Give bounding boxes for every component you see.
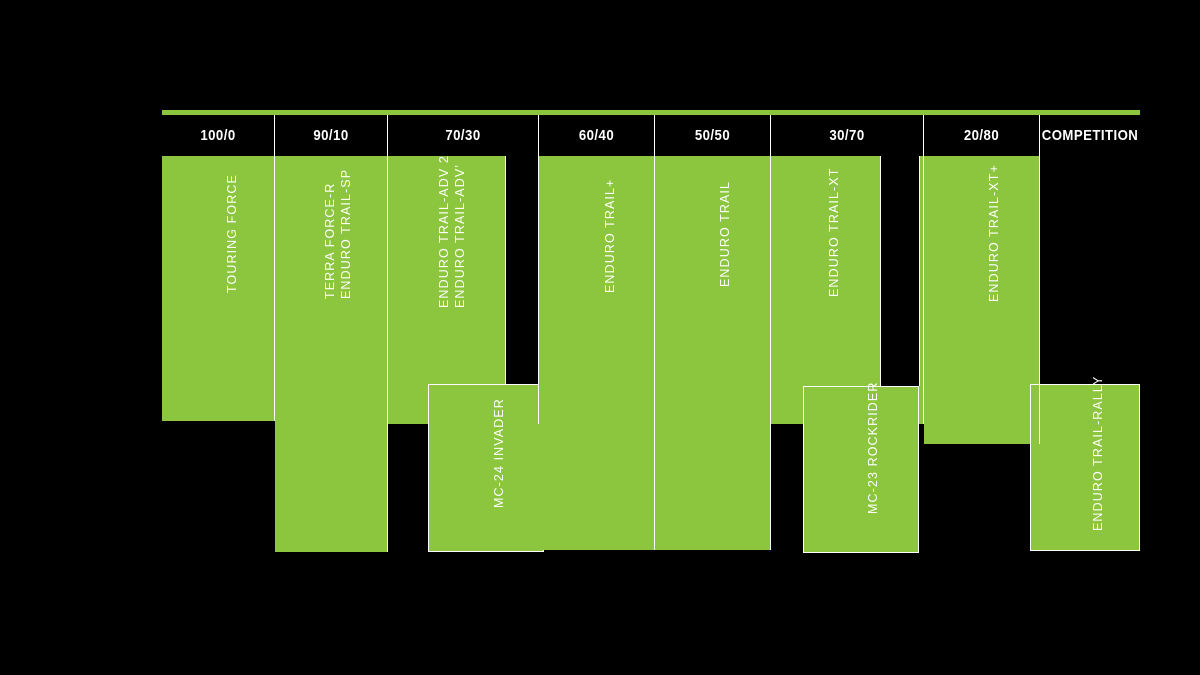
column-rule (387, 156, 388, 552)
header-divider (923, 115, 924, 156)
header-label: 20/80 (963, 127, 1000, 144)
tire-range-chart: 100/0 90/10 70/30 60/40 50/50 30/70 20/8… (162, 110, 1140, 555)
bar-touring-force[interactable] (162, 156, 275, 421)
plot-area: TOURING FORCE TERRA FORCE-R ENDURO TRAIL… (162, 155, 1140, 555)
header-divider (1039, 115, 1040, 156)
header-label: 70/30 (445, 127, 481, 144)
bar-enduro-trail-plus[interactable] (539, 156, 654, 550)
header-cell-30-70[interactable]: 30/70 (780, 115, 914, 156)
header-cell-90-10[interactable]: 90/10 (282, 115, 381, 156)
column-rule (538, 156, 539, 424)
header-divider (538, 115, 539, 156)
header-cell-70-30[interactable]: 70/30 (397, 115, 529, 156)
bar-mc24-invader[interactable] (428, 384, 544, 552)
bar-terra-force-r[interactable] (275, 156, 388, 552)
header-cell-50-50[interactable]: 50/50 (662, 115, 763, 156)
header-cell-20-80[interactable]: 20/80 (931, 115, 1032, 156)
bar-mc23-rockrider[interactable] (803, 386, 919, 553)
header-cell-competition[interactable]: COMPETITION (1042, 115, 1138, 156)
header-cell-60-40[interactable]: 60/40 (546, 115, 647, 156)
bar-enduro-trail[interactable] (655, 156, 770, 550)
header-divider (387, 115, 388, 156)
header-divider (274, 115, 275, 156)
gap-30-70 (880, 156, 920, 386)
top-accent-rule (162, 110, 1140, 115)
column-rule (654, 156, 655, 550)
header-label: 50/50 (694, 127, 731, 144)
bar-enduro-trail-rally[interactable] (1030, 384, 1140, 551)
column-rule (1039, 156, 1040, 444)
header-cell-100-0[interactable]: 100/0 (169, 115, 268, 156)
column-rule (770, 156, 771, 550)
column-rule (274, 156, 275, 421)
header-label: 60/40 (578, 127, 615, 144)
bar-enduro-trail-xt-plus[interactable] (924, 156, 1039, 444)
header-divider (654, 115, 655, 156)
header-label: 100/0 (200, 127, 236, 144)
gap-70-30 (505, 156, 539, 384)
header-label: COMPETITION (1041, 127, 1139, 144)
column-rule (923, 156, 924, 424)
header-divider (770, 115, 771, 156)
header-label: 90/10 (313, 127, 349, 144)
header-row: 100/0 90/10 70/30 60/40 50/50 30/70 20/8… (162, 115, 1140, 156)
header-label: 30/70 (829, 127, 865, 144)
